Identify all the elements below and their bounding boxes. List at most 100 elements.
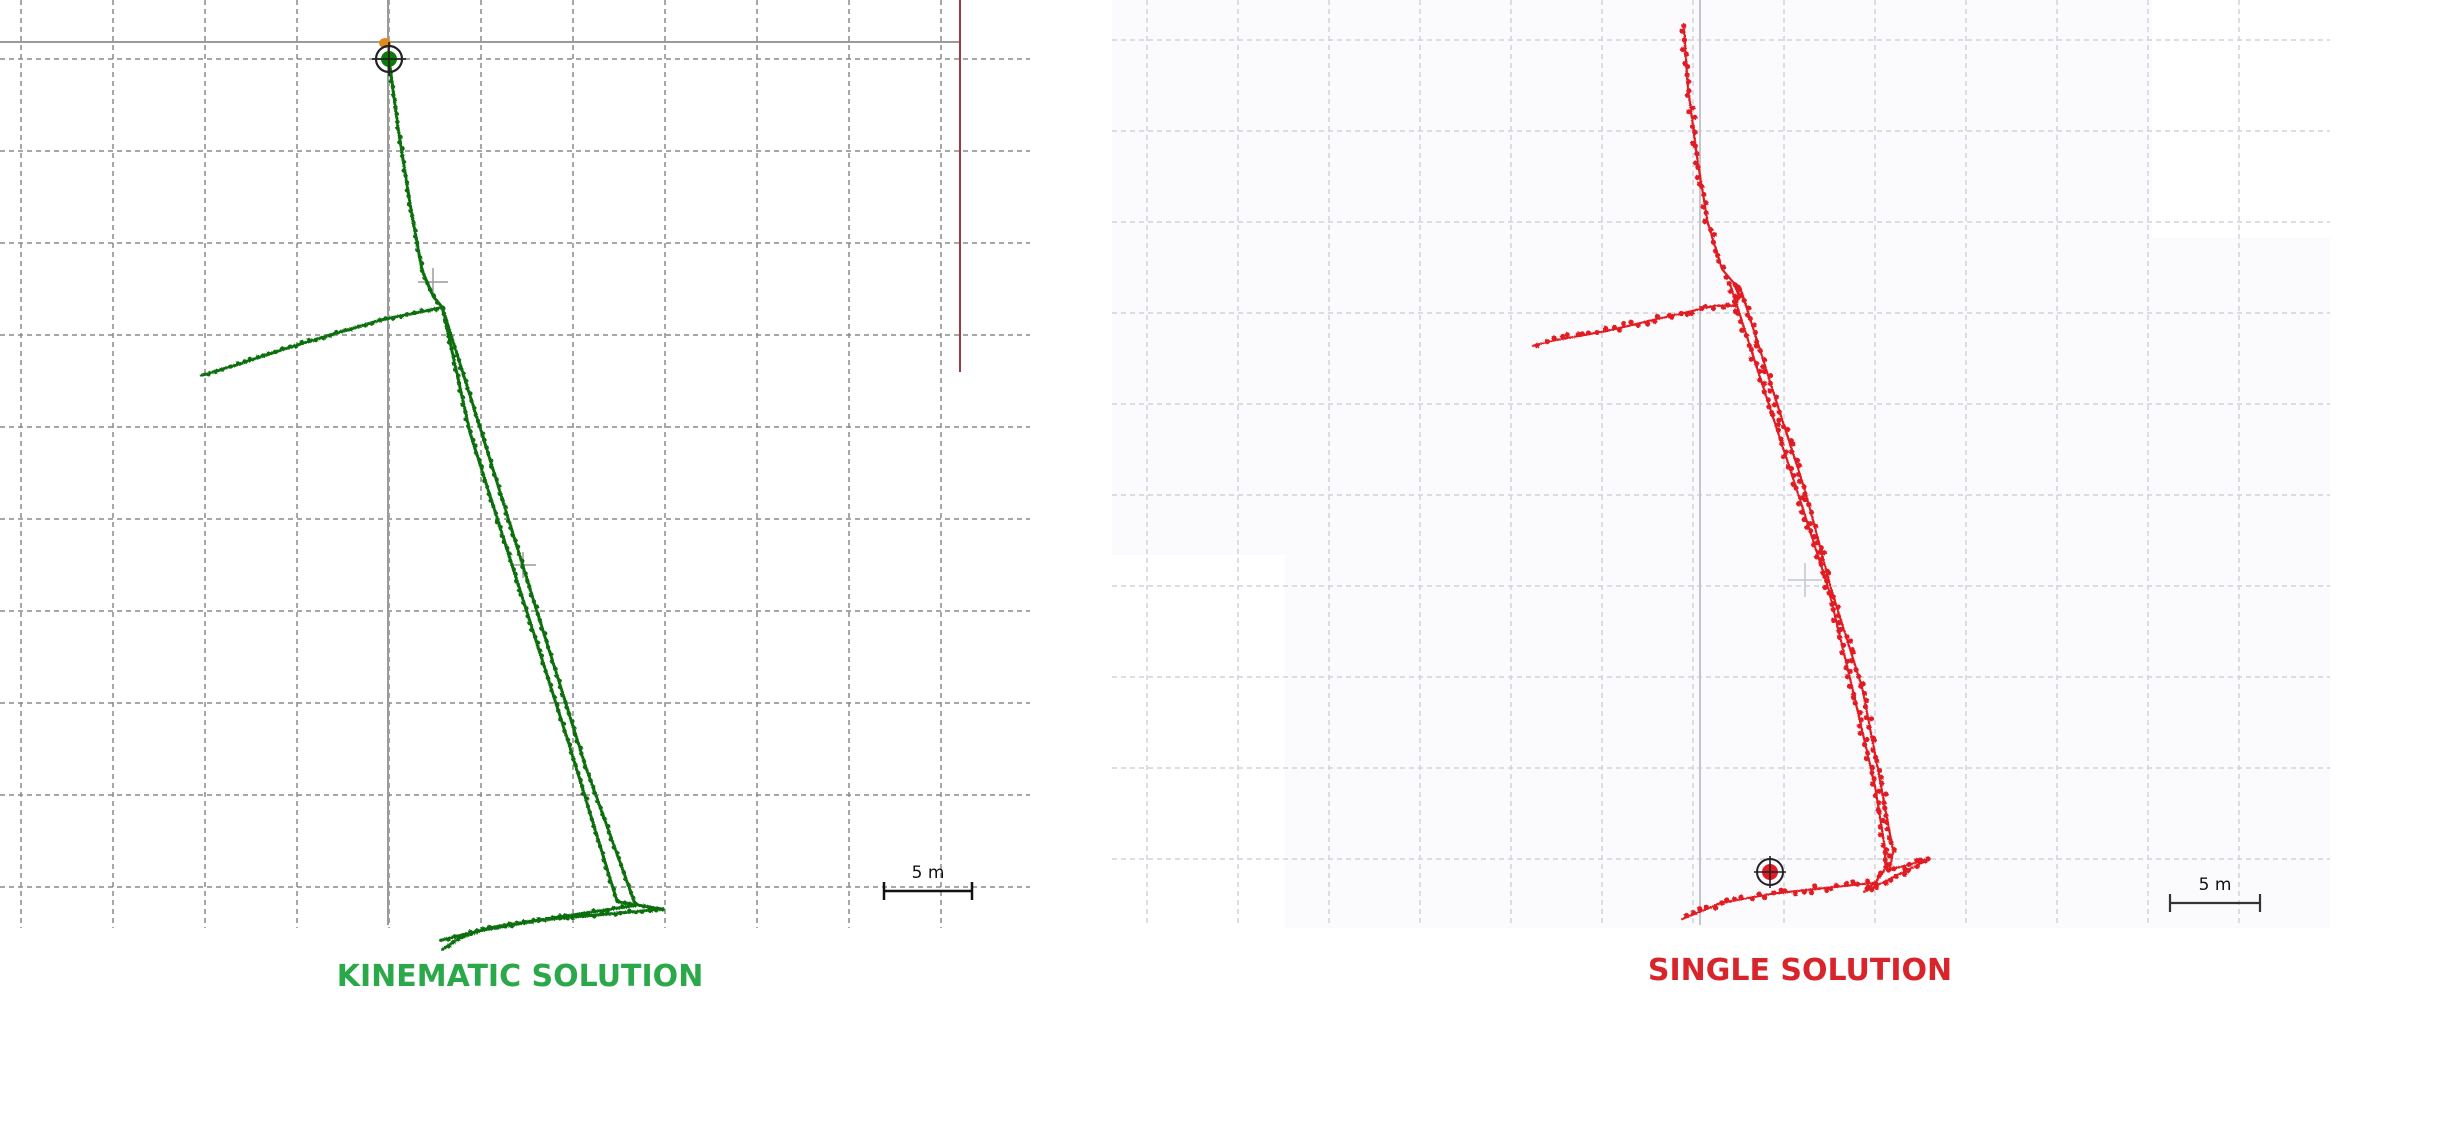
track-point [518, 592, 523, 597]
track-point [571, 757, 576, 762]
track-point [496, 924, 502, 930]
track-point [1836, 634, 1843, 640]
track-point [1702, 218, 1708, 225]
track-point [451, 940, 456, 945]
track-point [1850, 694, 1856, 701]
track-point [570, 915, 575, 921]
track-point [1711, 231, 1718, 238]
track-point [1684, 63, 1691, 70]
track-point [604, 910, 610, 916]
track-point [452, 934, 458, 939]
track-point [456, 358, 462, 363]
track-point [589, 817, 595, 822]
track-point [1838, 626, 1844, 632]
track-point [1891, 866, 1897, 872]
track-point [1778, 887, 1784, 893]
track-point [611, 905, 616, 911]
track-point [503, 504, 509, 510]
track-point [1731, 896, 1738, 902]
track-point [488, 464, 494, 469]
track-point [1853, 667, 1859, 673]
track-point [619, 904, 625, 909]
track-point [1756, 891, 1762, 897]
track-point [1883, 791, 1889, 797]
track-point [1745, 312, 1751, 318]
track-point [1712, 248, 1719, 254]
track-point [293, 344, 299, 349]
track-point [1808, 528, 1814, 534]
track-point [1753, 343, 1759, 349]
track-point [1863, 755, 1870, 762]
track-point [1857, 709, 1863, 716]
track-point [255, 355, 260, 360]
track-point [1902, 871, 1908, 877]
track-point [1840, 642, 1847, 648]
track-point [1686, 88, 1692, 94]
track-point [525, 613, 530, 619]
track-point [1802, 497, 1808, 503]
track-point [1869, 770, 1875, 776]
track-point [1611, 324, 1618, 331]
track-point [566, 711, 571, 716]
track-point [1735, 310, 1741, 317]
track-point [1749, 896, 1755, 902]
track-point [602, 816, 607, 822]
track-point [410, 213, 415, 219]
track-point [1801, 889, 1807, 895]
track-point [1876, 809, 1882, 815]
track-point [618, 910, 623, 916]
track-point [390, 84, 396, 89]
track-point [400, 153, 405, 159]
track-point [408, 208, 413, 214]
track-point [648, 908, 653, 914]
track-point [613, 912, 618, 917]
track-point [1886, 835, 1892, 841]
track-point [503, 924, 508, 929]
track-point [557, 916, 563, 921]
track-point [1720, 304, 1726, 310]
track-point [1770, 412, 1776, 418]
track-point [1779, 441, 1785, 447]
track-point [219, 367, 225, 372]
track-point [1679, 28, 1685, 34]
track-point [1703, 200, 1709, 206]
track-point [431, 293, 436, 298]
track-point [1780, 423, 1787, 430]
track-point [456, 381, 462, 386]
track-point [597, 844, 603, 849]
track-point [499, 533, 504, 538]
kinematic-start-marker-icon [372, 38, 406, 76]
track-point [273, 349, 278, 354]
track-point [1778, 436, 1784, 442]
track-point [1628, 319, 1634, 325]
track-point [1833, 882, 1839, 888]
track-point [1766, 404, 1772, 410]
track-point [390, 316, 396, 321]
track-point [608, 837, 613, 842]
track-point [287, 344, 293, 349]
track-point [426, 308, 432, 313]
track-point [576, 770, 581, 776]
track-point [451, 354, 456, 359]
track-point [1818, 561, 1824, 567]
track-point [1802, 491, 1808, 497]
track-point [524, 606, 529, 611]
track-point [1796, 501, 1802, 507]
kinematic-solution-caption: KINEMATIC SOLUTION [337, 959, 704, 994]
track-point [328, 333, 333, 338]
track-point [1796, 478, 1803, 484]
track-point [443, 318, 449, 323]
track-point [452, 367, 458, 373]
track-point [411, 310, 417, 315]
track-point [501, 539, 507, 545]
track-point [228, 364, 233, 369]
track-point [598, 805, 603, 811]
track-point [586, 772, 592, 777]
track-point [606, 830, 612, 835]
kinematic-track [199, 56, 665, 952]
track-point [461, 371, 466, 376]
track-point [535, 611, 541, 617]
track-point [465, 386, 470, 391]
track-point [422, 275, 427, 281]
track-point [388, 78, 393, 84]
